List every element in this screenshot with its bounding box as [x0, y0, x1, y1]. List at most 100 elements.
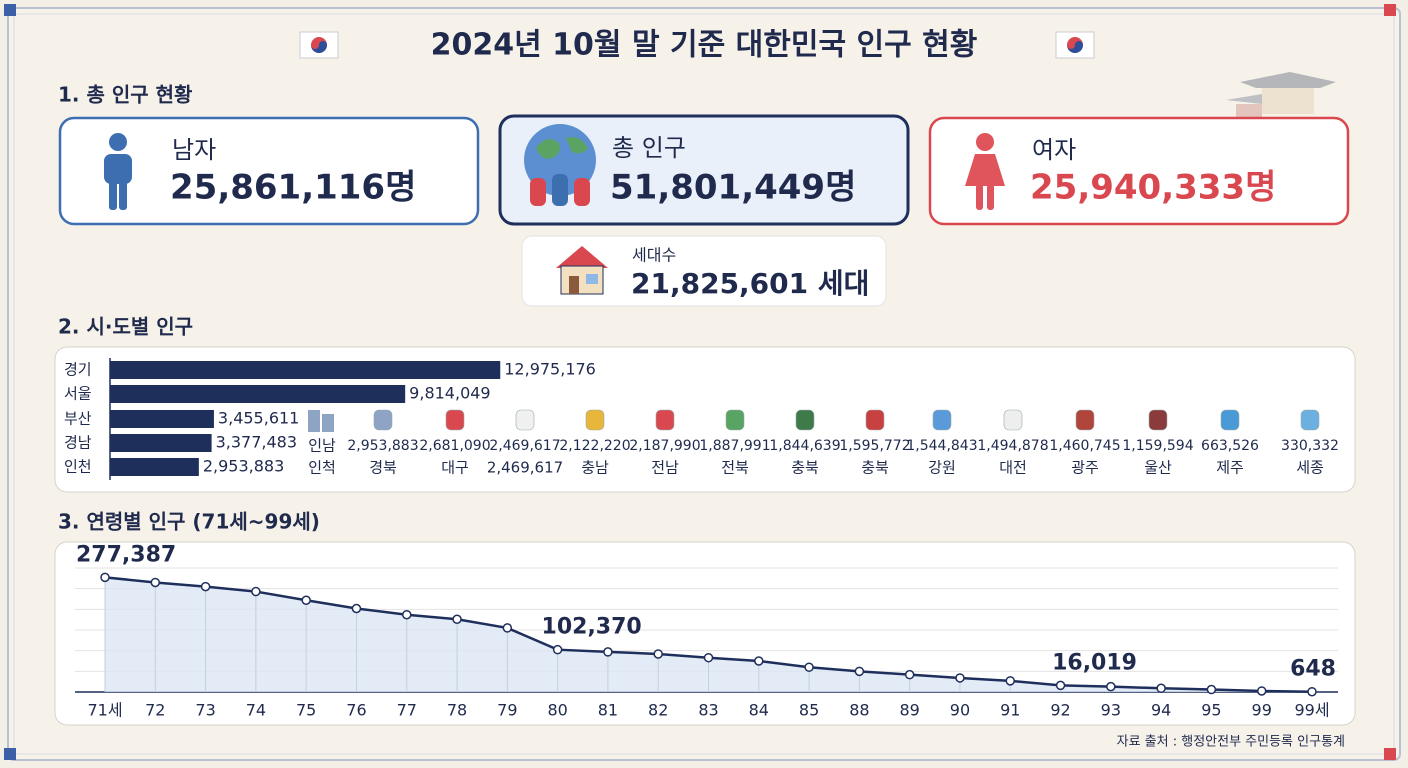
region-label: 대구: [441, 459, 469, 477]
region-icon: [1003, 409, 1023, 431]
point: [904, 669, 915, 680]
x-tick-label: 74: [246, 701, 266, 720]
point: [1055, 680, 1066, 691]
point: [754, 656, 764, 666]
data-label: 12,975,176: [504, 360, 596, 379]
x-tick-label: 78: [447, 701, 467, 720]
point: [955, 673, 965, 683]
section-title: 2. 시·도별 인구: [58, 315, 193, 339]
bar: [110, 385, 406, 403]
region-icon: [515, 409, 535, 431]
region-icon: [585, 409, 605, 431]
region-icon: [1148, 409, 1168, 431]
region-label: 인남: [308, 437, 336, 455]
x-tick-label: 82: [648, 701, 668, 720]
section-title: 1. 총 인구 현황: [58, 83, 193, 107]
female-icon: [965, 133, 1005, 210]
bar: [110, 361, 501, 379]
x-tick-label: 93: [1101, 701, 1121, 720]
point: [301, 595, 311, 605]
card-value: 51,801,449명: [610, 168, 856, 208]
region-value: 1,844,639: [769, 438, 840, 454]
y-tick-label: 인천: [64, 458, 92, 476]
point: [502, 623, 513, 633]
point: [150, 577, 161, 588]
corner: [4, 748, 16, 760]
point: [452, 614, 462, 625]
region-label: 인척: [308, 459, 336, 477]
region-icon: [795, 409, 815, 431]
x-tick-label: 94: [1151, 701, 1171, 720]
bar: [110, 458, 199, 476]
region-value: 2,122,220: [559, 438, 630, 454]
y-tick-label: 부산: [64, 410, 92, 428]
data-label: 648: [1290, 657, 1336, 682]
data-label: 102,370: [542, 615, 642, 640]
x-tick-label: 72: [145, 701, 165, 720]
card: [498, 114, 910, 226]
point: [1005, 676, 1015, 686]
hanok-decoration: [1226, 72, 1336, 118]
bar: [110, 434, 212, 452]
region-value: 1,159,594: [1122, 438, 1193, 454]
x-tick-label: 73: [195, 701, 215, 720]
x-tick-label: 84: [749, 701, 769, 720]
x-tick-label: 95: [1201, 701, 1221, 720]
region-label: 충남: [581, 459, 609, 477]
x-tick-label: 88: [849, 701, 869, 720]
region-icon: [725, 409, 745, 431]
region-label: 제주: [1216, 459, 1244, 477]
region-value: 2,953,883: [347, 438, 418, 454]
region-value: 1,595,772: [839, 438, 910, 454]
point: [251, 586, 261, 597]
panel: [54, 346, 1356, 493]
x-tick-label: 99: [1252, 701, 1272, 720]
male-icon: [104, 133, 132, 210]
region-value: 1,460,745: [1049, 438, 1120, 454]
y-tick-label: 서울: [64, 385, 92, 403]
source: 자료 출처 : 행정안전부 주민등록 인구통계: [1117, 734, 1345, 750]
x-tick-label: 92: [1050, 701, 1070, 720]
region-label: 전남: [651, 459, 679, 477]
globe-icon: [524, 124, 596, 206]
point: [1156, 683, 1166, 694]
x-tick-label: 71세: [87, 701, 122, 720]
region-label: 충북: [861, 459, 889, 477]
point: [1106, 681, 1116, 692]
card-value: 21,825,601 세대: [631, 267, 869, 300]
y-tick-label: 경기: [64, 361, 92, 379]
y-tick-label: 경남: [64, 434, 92, 452]
x-tick-label: 80: [547, 701, 567, 720]
point: [200, 581, 211, 592]
flag: [299, 31, 339, 59]
x-tick-label: 91: [1000, 701, 1020, 720]
data-label: 2,953,883: [203, 457, 284, 476]
data-label: 3,377,483: [216, 433, 297, 452]
region-value: 2,681,090: [419, 438, 490, 454]
region-value: 1,544,843: [906, 438, 977, 454]
point: [402, 609, 412, 620]
flag: [1055, 31, 1095, 59]
card-value: 25,861,116명: [170, 168, 416, 208]
x-tick-label: 89: [899, 701, 919, 720]
region-label: 울산: [1144, 459, 1172, 477]
point: [1206, 684, 1217, 695]
region-icon: [655, 409, 675, 431]
region-label: 전북: [721, 459, 749, 477]
region-label: 광주: [1071, 459, 1099, 477]
region-label: 2,469,617: [487, 459, 563, 477]
data-label: 9,814,049: [409, 384, 490, 403]
corner: [4, 4, 16, 16]
point: [703, 652, 714, 663]
x-tick-label: 83: [698, 701, 718, 720]
card: [928, 116, 1350, 226]
bar: [110, 410, 214, 428]
region-label: 강원: [928, 459, 956, 477]
region-icon: [865, 409, 885, 431]
point: [804, 662, 814, 672]
region-value: 2,469,617: [489, 438, 560, 454]
point: [854, 666, 865, 677]
point: [1307, 686, 1317, 697]
corner: [1384, 748, 1396, 760]
